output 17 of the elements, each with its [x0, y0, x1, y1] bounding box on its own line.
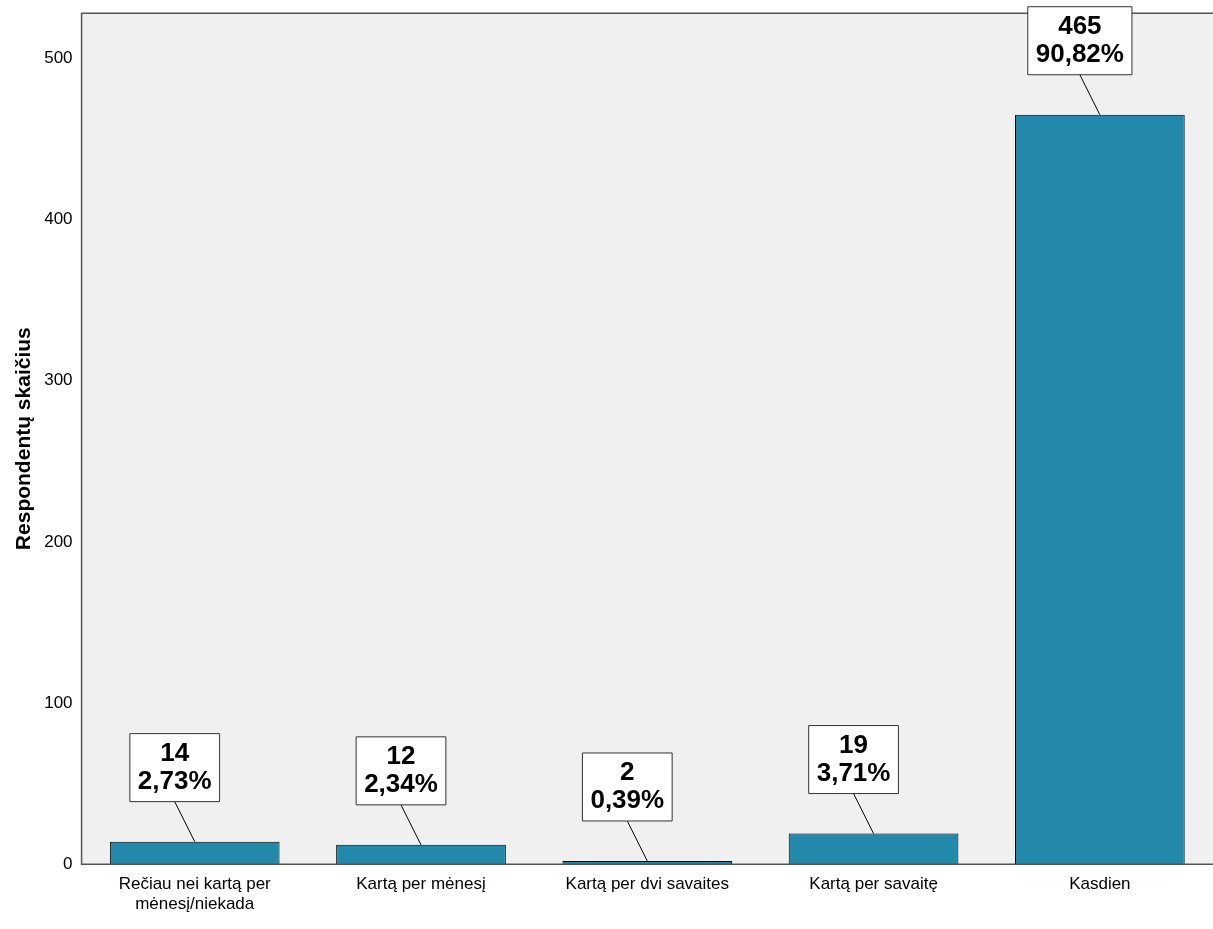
x-tick-label: Rečiau nei kartą per mėnesį/niekada [118, 874, 272, 914]
x-tick-label: Kasdien [1069, 874, 1131, 894]
y-tick-label: 500 [44, 48, 73, 68]
y-tick-label: 0 [63, 853, 73, 873]
data-label: 14 2,73% [137, 736, 212, 795]
y-axis-title: Respondentų skaičius [11, 327, 35, 551]
data-label: 12 2,34% [364, 740, 438, 799]
x-tick-label: Kartą per savaitę [809, 874, 938, 894]
y-tick-label: 200 [44, 531, 73, 551]
y-tick-label: 400 [44, 209, 73, 229]
data-label: 2 0,39% [590, 756, 665, 815]
y-tick-label: 100 [44, 692, 73, 712]
data-label: 465 90,82% [1035, 9, 1124, 68]
x-tick-label: Kartą per dvi savaites [565, 874, 730, 894]
data-label: 19 3,71% [816, 728, 891, 787]
x-tick-label: Kartą per mėnesį [356, 874, 486, 894]
y-tick-label: 300 [44, 370, 73, 390]
